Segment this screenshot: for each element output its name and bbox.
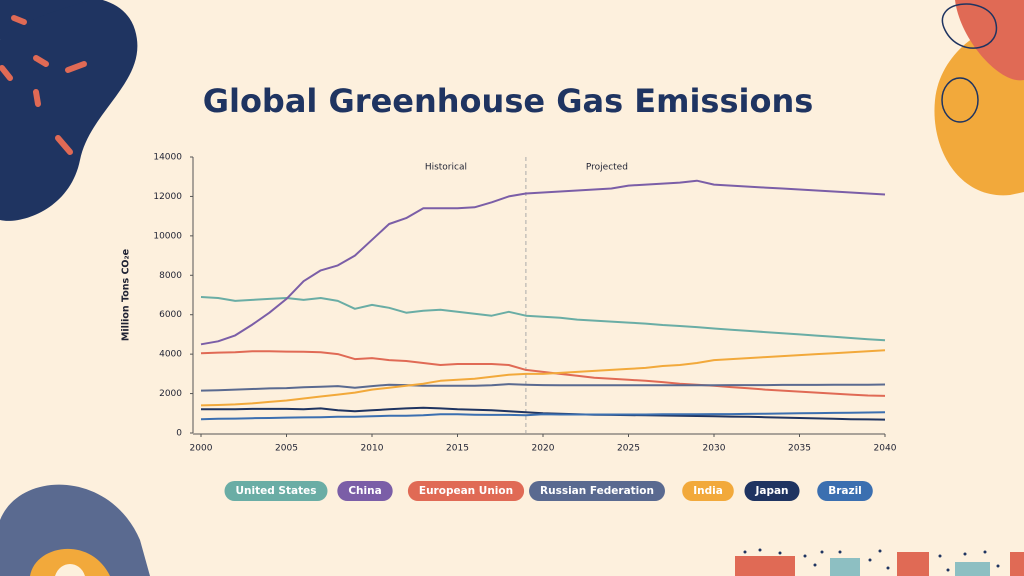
chart-title: Global Greenhouse Gas Emissions — [203, 82, 814, 120]
legend-label: Brazil — [828, 485, 862, 497]
y-tick-label: 14000 — [153, 153, 182, 163]
y-tick-label: 8000 — [159, 271, 182, 281]
legend-pill — [682, 481, 734, 501]
y-tick-label: 6000 — [159, 310, 182, 320]
legend-label: Russian Federation — [540, 485, 654, 497]
legend-pill — [337, 481, 393, 501]
x-tick-label: 2040 — [874, 444, 897, 454]
x-tick-label: 2010 — [361, 444, 384, 454]
y-tick-label: 2000 — [159, 389, 182, 399]
legend-label: China — [348, 485, 381, 497]
x-tick-label: 2005 — [275, 444, 298, 454]
y-tick-label: 0 — [176, 429, 182, 439]
legend-label: European Union — [419, 485, 513, 497]
x-tick-label: 2020 — [532, 444, 555, 454]
x-tick-label: 2030 — [703, 444, 726, 454]
legend-pill — [817, 481, 873, 501]
legend-label: India — [693, 485, 723, 497]
annotation: Projected — [586, 163, 628, 173]
legend-label: United States — [236, 485, 317, 497]
y-axis-label: Million Tons CO₂e — [121, 249, 132, 341]
x-tick-label: 2015 — [446, 444, 469, 454]
legend-pill — [407, 481, 525, 501]
series-line — [200, 296, 886, 342]
x-tick-label: 2000 — [190, 444, 213, 454]
y-tick-label: 10000 — [153, 231, 182, 241]
annotation: Historical — [425, 163, 467, 173]
legend-pill — [529, 481, 665, 501]
x-tick-label: 2025 — [617, 444, 640, 454]
series-line — [200, 411, 886, 421]
legend-label: Japan — [754, 485, 788, 497]
series-line — [200, 349, 886, 407]
series-line — [200, 383, 886, 392]
series-line — [200, 350, 886, 397]
legend-pill — [744, 481, 800, 501]
legend-pill — [224, 481, 328, 501]
series-line — [200, 179, 886, 346]
y-tick-label: 4000 — [159, 350, 182, 360]
y-tick-label: 12000 — [153, 192, 182, 202]
x-tick-label: 2035 — [788, 444, 811, 454]
